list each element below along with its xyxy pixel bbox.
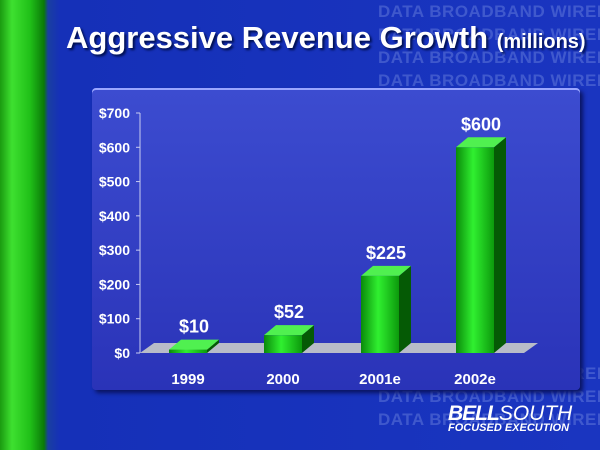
bar	[456, 147, 494, 353]
x-tick-label: 1999	[171, 371, 204, 388]
bar	[361, 275, 399, 353]
chart-floor	[140, 343, 538, 353]
x-tick-label: 2002e	[454, 371, 496, 388]
y-tick-label: $300	[99, 242, 130, 258]
bar-top	[456, 137, 506, 148]
bellsouth-logo: BELLSOUTH FOCUSED EXECUTION	[448, 402, 572, 434]
title-main: Aggressive Revenue Growth	[66, 20, 489, 55]
logo-tagline: FOCUSED EXECUTION	[448, 422, 570, 434]
y-tick-label: $200	[99, 276, 130, 292]
logo-light: SOUTH	[498, 402, 573, 425]
watermark-line: DATA BROADBAND WIRELESS	[378, 410, 600, 429]
bar-side	[399, 265, 411, 353]
bar	[169, 349, 207, 353]
y-tick-label: $0	[114, 345, 130, 361]
y-tick-label: $500	[99, 174, 130, 190]
bar-top	[169, 339, 219, 350]
data-label: $600	[461, 114, 501, 134]
data-label: $225	[366, 243, 406, 263]
bar-top	[361, 265, 411, 276]
bar	[264, 335, 302, 353]
watermark-line: DATA BROADBAND WIRELESS	[378, 48, 600, 67]
logo-bold: BELL	[448, 402, 500, 425]
watermark-line: DATA BROADBAND WIRELESS	[378, 2, 600, 21]
y-tick-label: $600	[99, 139, 130, 155]
bar-side	[302, 325, 314, 353]
data-label: $10	[179, 317, 209, 337]
x-tick-label: 2000	[266, 371, 299, 388]
y-tick-label: $700	[99, 105, 130, 121]
bar-side	[494, 137, 506, 353]
title-sub: (millions)	[496, 31, 586, 53]
watermark-line: DATA BROADBAND WIRELESS	[378, 25, 600, 44]
bar-top	[264, 325, 314, 336]
x-tick-label: 2001e	[359, 371, 401, 388]
watermark-line: DATA BROADBAND WIRELESS	[378, 387, 600, 406]
watermark-line: DATA BROADBAND WIRELESS	[378, 71, 600, 90]
watermark: DATA BROADBAND WIRELESS DATA BROADBAND W…	[378, 0, 600, 431]
slide-title: Aggressive Revenue Growth (millions)	[66, 20, 586, 56]
bar-side	[207, 339, 219, 353]
y-tick-label: $100	[99, 311, 130, 327]
data-label: $52	[274, 302, 304, 322]
y-tick-label: $400	[99, 208, 130, 224]
